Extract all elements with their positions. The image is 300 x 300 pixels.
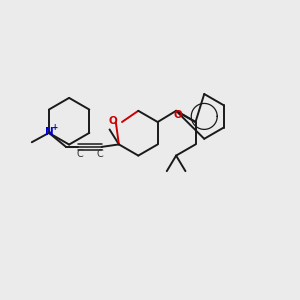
Text: +: + [51, 123, 58, 132]
Text: N: N [44, 127, 53, 136]
Text: O: O [109, 116, 118, 126]
Text: O: O [173, 110, 182, 121]
Text: C: C [76, 149, 83, 159]
Text: C: C [97, 149, 104, 159]
